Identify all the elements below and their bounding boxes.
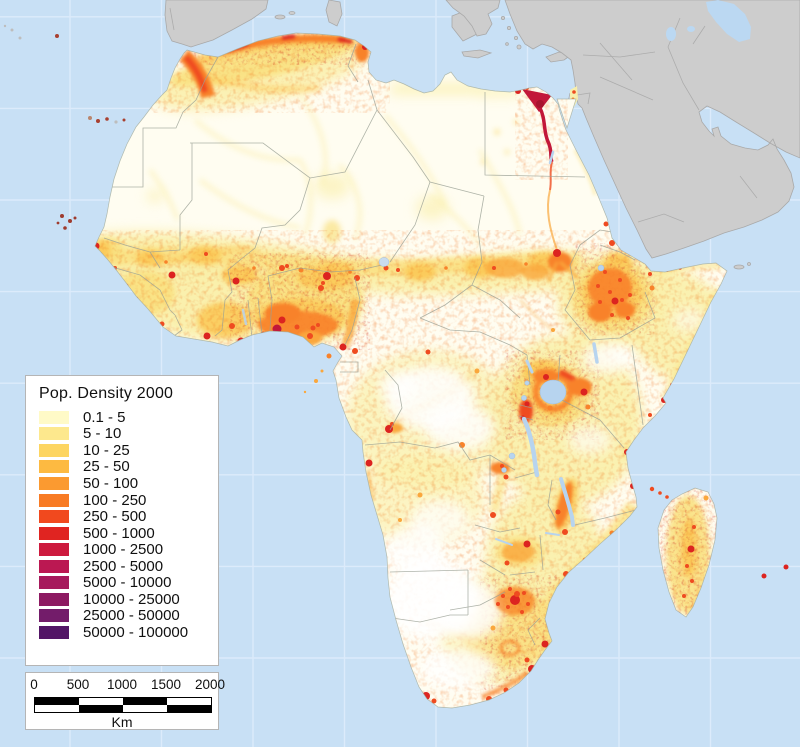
- legend-class-label: 2500 - 5000: [83, 557, 164, 575]
- scale-bar-unit: Km: [111, 714, 133, 730]
- scale-bar-segment: [79, 698, 123, 705]
- crete: [461, 49, 493, 59]
- scale-bar-segment: [123, 705, 167, 712]
- legend-class-label: 25000 - 50000: [83, 607, 180, 625]
- legend-swatch: [39, 460, 69, 474]
- scale-bar-segment: [167, 705, 211, 712]
- lake-nasser: [548, 150, 555, 165]
- scale-bar-segment: [35, 698, 79, 705]
- legend-class-label: 5 - 10: [83, 425, 122, 443]
- legend-swatch: [39, 493, 69, 507]
- lake-van: [687, 26, 695, 32]
- legend-row: 250 - 500: [39, 508, 218, 525]
- lake-urmia: [666, 27, 676, 41]
- scale-tick-label: 500: [66, 677, 90, 692]
- legend-swatch: [39, 443, 69, 457]
- legend-class-label: 1000 - 2500: [83, 541, 164, 559]
- lake-cahora-bassa: [545, 532, 560, 536]
- asian-inland-seas: [666, 0, 751, 42]
- lake-turkana: [592, 342, 599, 364]
- legend-class-label: 25 - 50: [83, 458, 130, 476]
- legend-swatch: [39, 543, 69, 557]
- nodata-landmasses: [164, 0, 800, 270]
- scale-bar-segment: [167, 698, 211, 705]
- legend-row: 50 - 100: [39, 475, 218, 492]
- legend-row: 5 - 10: [39, 425, 218, 443]
- legend-row: 0.1 - 5: [39, 409, 218, 426]
- scale-bar-checker: [34, 697, 212, 713]
- legend-class-label: 50000 - 100000: [83, 623, 189, 641]
- legend-row: 10000 - 25000: [39, 591, 218, 608]
- socotra: [733, 264, 745, 270]
- legend-class-label: 10 - 25: [83, 441, 130, 459]
- legend-swatch: [39, 625, 69, 639]
- scale-tick-label: 1500: [150, 677, 182, 692]
- lake-tanganyika: [521, 416, 540, 478]
- scale-bar-segment: [123, 698, 167, 705]
- legend-swatch: [39, 526, 69, 540]
- scale-tick-label: 0: [30, 677, 38, 692]
- scale-bar: 0 500 1000 1500 2000 Km: [25, 672, 225, 730]
- legend-swatch: [39, 510, 69, 524]
- sardinia: [325, 0, 343, 27]
- scale-tick-label: 2000: [194, 677, 226, 692]
- legend-swatch: [39, 576, 69, 590]
- legend-row: 25 - 50: [39, 458, 218, 476]
- scale-bar-segment: [79, 705, 123, 712]
- legend-row: 100 - 250: [39, 492, 218, 509]
- legend-row: 50000 - 100000: [39, 624, 218, 641]
- lake-chad: [378, 257, 390, 267]
- legend-class-label: 5000 - 10000: [83, 574, 172, 592]
- iberia-landmass: [164, 0, 269, 48]
- lake-tana: [597, 264, 605, 272]
- middle-east-arabia: [504, 0, 800, 259]
- lake-malawi: [559, 477, 575, 527]
- legend-row: 25000 - 50000: [39, 607, 218, 625]
- legend-swatch: [39, 476, 69, 490]
- legend-row: 1000 - 2500: [39, 541, 218, 558]
- city-density-dots: [95, 44, 709, 704]
- legend-row: 10 - 25: [39, 442, 218, 459]
- lake-albert: [525, 359, 534, 374]
- scale-tick-label: 1000: [106, 677, 138, 692]
- legend-row: 2500 - 5000: [39, 558, 218, 575]
- legend-class-label: 0.1 - 5: [83, 408, 126, 426]
- lake-victoria: [539, 379, 567, 405]
- african-lakes: [241, 150, 605, 546]
- africa-country-borders: [103, 43, 656, 646]
- legend-swatch: [39, 427, 69, 441]
- atlantic-indian-islands: [3, 24, 789, 579]
- legend-row: 500 - 1000: [39, 525, 218, 542]
- legend-swatch: [39, 609, 69, 623]
- legend-swatch: [39, 410, 69, 424]
- africa-coastline: [94, 32, 728, 709]
- legend-class-label: 100 - 250: [83, 491, 147, 509]
- legend-class-label: 250 - 500: [83, 508, 147, 526]
- scale-bar-segment: [35, 705, 79, 712]
- legend-class-label: 50 - 100: [83, 474, 139, 492]
- legend-swatch: [39, 559, 69, 573]
- legend-class-label: 10000 - 25000: [83, 590, 180, 608]
- greece: [445, 0, 501, 37]
- scale-bar-tick-labels: 0 500 1000 1500 2000: [26, 677, 225, 693]
- legend-title: Pop. Density 2000: [39, 385, 174, 402]
- lake-kariba: [495, 538, 513, 546]
- caspian-sea: [706, 0, 751, 42]
- lake-volta: [241, 308, 248, 326]
- legend-row: 5000 - 10000: [39, 574, 218, 591]
- legend-swatch: [39, 592, 69, 606]
- legend-class-label: 500 - 1000: [83, 524, 155, 542]
